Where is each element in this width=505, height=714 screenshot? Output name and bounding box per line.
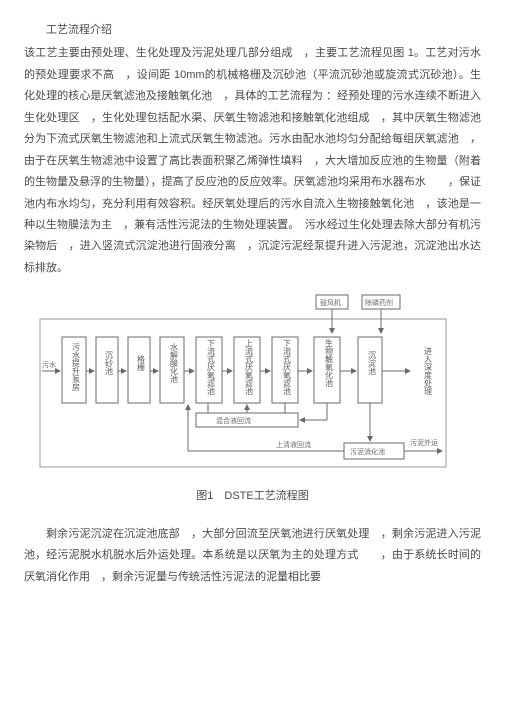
label-blower: 鼓风机 <box>320 298 341 307</box>
svg-text:进入深度处理: 进入深度处理 <box>423 347 432 395</box>
svg-text:下流式厌氧滤池: 下流式厌氧滤池 <box>206 339 215 395</box>
label-chem: 除磷药剂 <box>365 298 393 307</box>
flowchart-svg: 鼓风机 除磷药剂 污水提升泵房 沉砂池 格栅 水解酸化池 下流式厌氧滤池 上流式… <box>38 289 468 474</box>
svg-text:上清液回流: 上清液回流 <box>276 440 311 449</box>
paragraph-1: 该工艺主要由预处理、生化处理及污泥处理几部分组成 ，主要工艺流程见图 1。工艺对… <box>24 43 481 279</box>
svg-text:生物触氧化池: 生物触氧化池 <box>324 338 333 387</box>
paragraph-2: 剩余污泥沉淀在沉淀池底部 ，大部分回流至厌氧池进行厌氧处理 ，剩余污泥进入污泥池… <box>24 524 481 588</box>
svg-text:水解酸化池: 水解酸化池 <box>169 342 178 383</box>
figure-caption: 图1 DSTE工艺流程图 <box>24 486 481 507</box>
flowchart: 鼓风机 除磷药剂 污水提升泵房 沉砂池 格栅 水解酸化池 下流式厌氧滤池 上流式… <box>24 289 481 474</box>
svg-text:上流式厌氧滤池: 上流式厌氧滤池 <box>244 339 253 395</box>
section-title: 工艺流程介绍 <box>24 20 481 41</box>
svg-text:污泥外运: 污泥外运 <box>410 438 438 447</box>
svg-text:污水提升泵房: 污水提升泵房 <box>71 342 80 392</box>
svg-text:格栅: 格栅 <box>136 354 145 372</box>
svg-text:混合液回流: 混合液回流 <box>216 416 251 425</box>
svg-text:污水: 污水 <box>42 360 56 369</box>
node-row: 污水提升泵房 沉砂池 格栅 水解酸化池 下流式厌氧滤池 上流式厌氧滤池 下流式厌… <box>62 337 382 403</box>
svg-text:污泥消化池: 污泥消化池 <box>350 447 385 456</box>
svg-text:沉淀池: 沉淀池 <box>367 351 376 375</box>
svg-text:沉砂池: 沉砂池 <box>104 351 113 375</box>
svg-text:下流式厌氧滤池: 下流式厌氧滤池 <box>282 339 291 395</box>
